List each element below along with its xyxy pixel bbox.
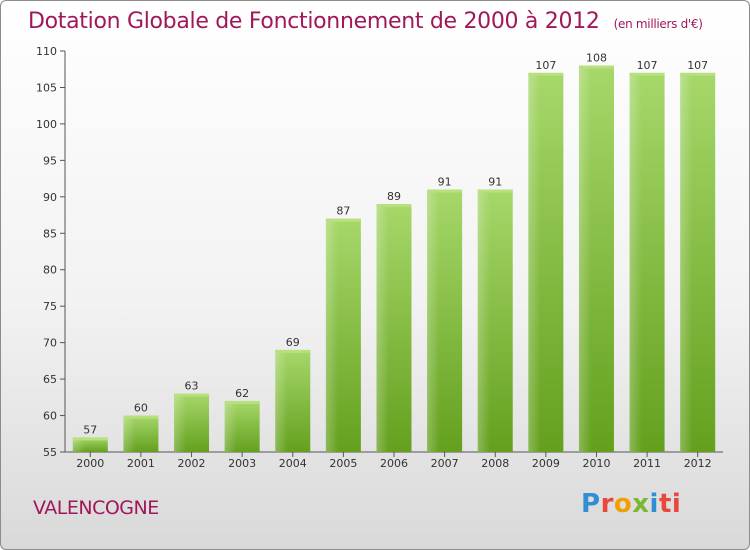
- y-tick-label: 80: [43, 264, 57, 277]
- data-label: 91: [488, 176, 502, 189]
- bar-cap: [578, 65, 614, 69]
- chart-subtitle: (en milliers d'€): [613, 17, 703, 31]
- y-tick-label: 60: [43, 410, 57, 423]
- bar-highlight: [275, 349, 288, 452]
- bar-cap: [275, 349, 311, 353]
- x-tick-label: 2009: [532, 457, 560, 470]
- data-label: 108: [586, 52, 607, 65]
- chart-title: Dotation Globale de Fonctionnement de 20…: [28, 9, 703, 34]
- y-tick-label: 85: [43, 227, 57, 240]
- y-tick-label: 90: [43, 191, 57, 204]
- data-label: 62: [235, 387, 249, 400]
- bar-highlight: [427, 189, 440, 452]
- data-label: 107: [535, 59, 556, 72]
- bar-highlight: [528, 72, 541, 452]
- x-tick-label: 2010: [582, 457, 610, 470]
- x-tick-label: 2004: [279, 457, 307, 470]
- data-label: 57: [83, 423, 97, 436]
- y-tick-label: 65: [43, 373, 57, 386]
- data-label: 87: [336, 205, 350, 218]
- bar-highlight: [629, 72, 642, 452]
- data-label: 107: [637, 59, 658, 72]
- x-tick-label: 2002: [178, 457, 206, 470]
- data-label: 107: [687, 59, 708, 72]
- x-tick-label: 2012: [684, 457, 712, 470]
- bar-cap: [123, 415, 159, 419]
- x-tick-label: 2003: [228, 457, 256, 470]
- bar-cap: [477, 189, 513, 193]
- bar-cap: [325, 218, 361, 222]
- x-tick-label: 2005: [329, 457, 357, 470]
- y-tick-label: 55: [43, 446, 57, 459]
- bar-highlight: [477, 189, 490, 452]
- data-label: 60: [134, 402, 148, 415]
- data-label: 89: [387, 190, 401, 203]
- chart-title-text: Dotation Globale de Fonctionnement de 20…: [28, 9, 600, 34]
- commune-name: VALENCOGNE: [33, 497, 159, 519]
- data-label: 69: [286, 336, 300, 349]
- bars: [72, 65, 716, 452]
- bar-cap: [174, 393, 210, 397]
- bar-highlight: [578, 65, 592, 452]
- y-tick-label: 110: [36, 45, 57, 58]
- bar-highlight: [680, 72, 693, 452]
- bar-cap: [72, 437, 108, 441]
- bar-cap: [629, 72, 665, 76]
- x-tick-label: 2008: [481, 457, 509, 470]
- data-label: 63: [185, 380, 199, 393]
- bar-highlight: [123, 415, 136, 452]
- x-tick-label: 2000: [76, 457, 104, 470]
- y-tick-label: 75: [43, 300, 57, 313]
- data-label: 91: [438, 176, 452, 189]
- y-tick-label: 105: [36, 81, 57, 94]
- bar-highlight: [325, 218, 339, 452]
- bar-cap: [427, 189, 463, 193]
- axes: 55 60 65 70 75 80 85 90 95 100 105 110 2000 2001 2002 2…: [36, 45, 723, 470]
- data-labels: 57 60 63 62 69 87 89 91 91 107 108 107 107: [83, 52, 708, 437]
- x-tick-label: 2011: [633, 457, 661, 470]
- bar-highlight: [174, 393, 187, 452]
- x-tick-label: 2006: [380, 457, 408, 470]
- bar-cap: [680, 72, 716, 76]
- proxiti-logo: Proxiti: [581, 489, 682, 519]
- bar-cap: [376, 204, 412, 208]
- x-tick-label: 2001: [127, 457, 155, 470]
- y-tick-label: 70: [43, 337, 57, 350]
- bar-highlight: [224, 400, 237, 452]
- y-tick-label: 95: [43, 154, 57, 167]
- y-tick-label: 100: [36, 118, 57, 131]
- bar-highlight: [376, 204, 389, 452]
- x-tick-label: 2007: [431, 457, 459, 470]
- bar-cap: [224, 400, 260, 404]
- bar-highlight: [72, 437, 86, 452]
- bar-cap: [528, 72, 564, 76]
